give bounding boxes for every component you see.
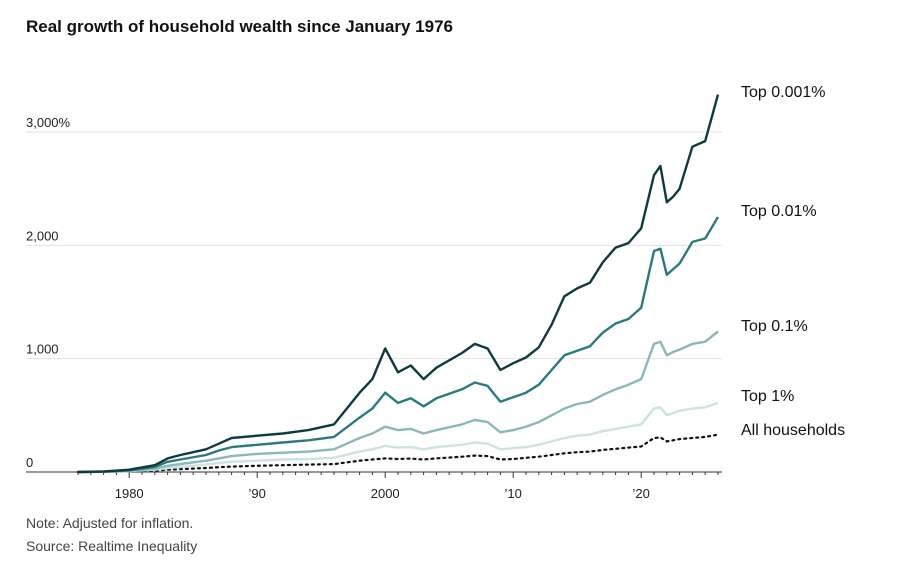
y-tick-label: 3,000% xyxy=(26,115,71,130)
x-tick-label: ’90 xyxy=(249,486,266,500)
y-axis-ticks: 0 1,000 2,000 3,000% xyxy=(26,115,71,470)
x-tick-label: ’10 xyxy=(505,486,522,500)
series-label-top-0-001-: Top 0.001% xyxy=(741,84,826,101)
gridlines xyxy=(26,131,722,360)
x-tick-label: ’20 xyxy=(633,486,650,500)
y-tick-label: 2,000 xyxy=(26,228,59,243)
series-line-top-0-1- xyxy=(77,330,719,474)
chart-note: Note: Adjusted for inflation. xyxy=(26,515,194,531)
chart-title: Real growth of household wealth since Ja… xyxy=(26,17,454,36)
series-line-top-0-01- xyxy=(77,216,720,474)
series-line-top-1- xyxy=(77,401,719,474)
series-label-all-households: All households xyxy=(741,422,845,439)
chart-source: Source: Realtime Inequality xyxy=(26,538,198,554)
series-label-top-0-1-: Top 0.1% xyxy=(741,318,808,335)
y-tick-label: 0 xyxy=(26,455,33,470)
series-label-top-1-: Top 1% xyxy=(741,388,794,405)
series-label-top-0-01-: Top 0.01% xyxy=(741,203,817,220)
series-labels: Top 0.001% Top 0.01% Top 0.1% Top 1% All hou… xyxy=(741,84,845,439)
y-tick-label: 1,000 xyxy=(26,342,59,357)
series-line-all-households xyxy=(76,433,720,474)
series-line-top-0-001- xyxy=(77,94,720,474)
series-lines xyxy=(76,94,720,474)
line-chart: 0 1,000 2,000 3,000% 1980 ’90 2000 ’10 ’20 Top … xyxy=(26,84,845,500)
x-axis: 1980 ’90 2000 ’10 ’20 xyxy=(26,471,722,500)
x-tick-label: 2000 xyxy=(371,486,400,500)
x-tick-label: 1980 xyxy=(115,486,144,500)
